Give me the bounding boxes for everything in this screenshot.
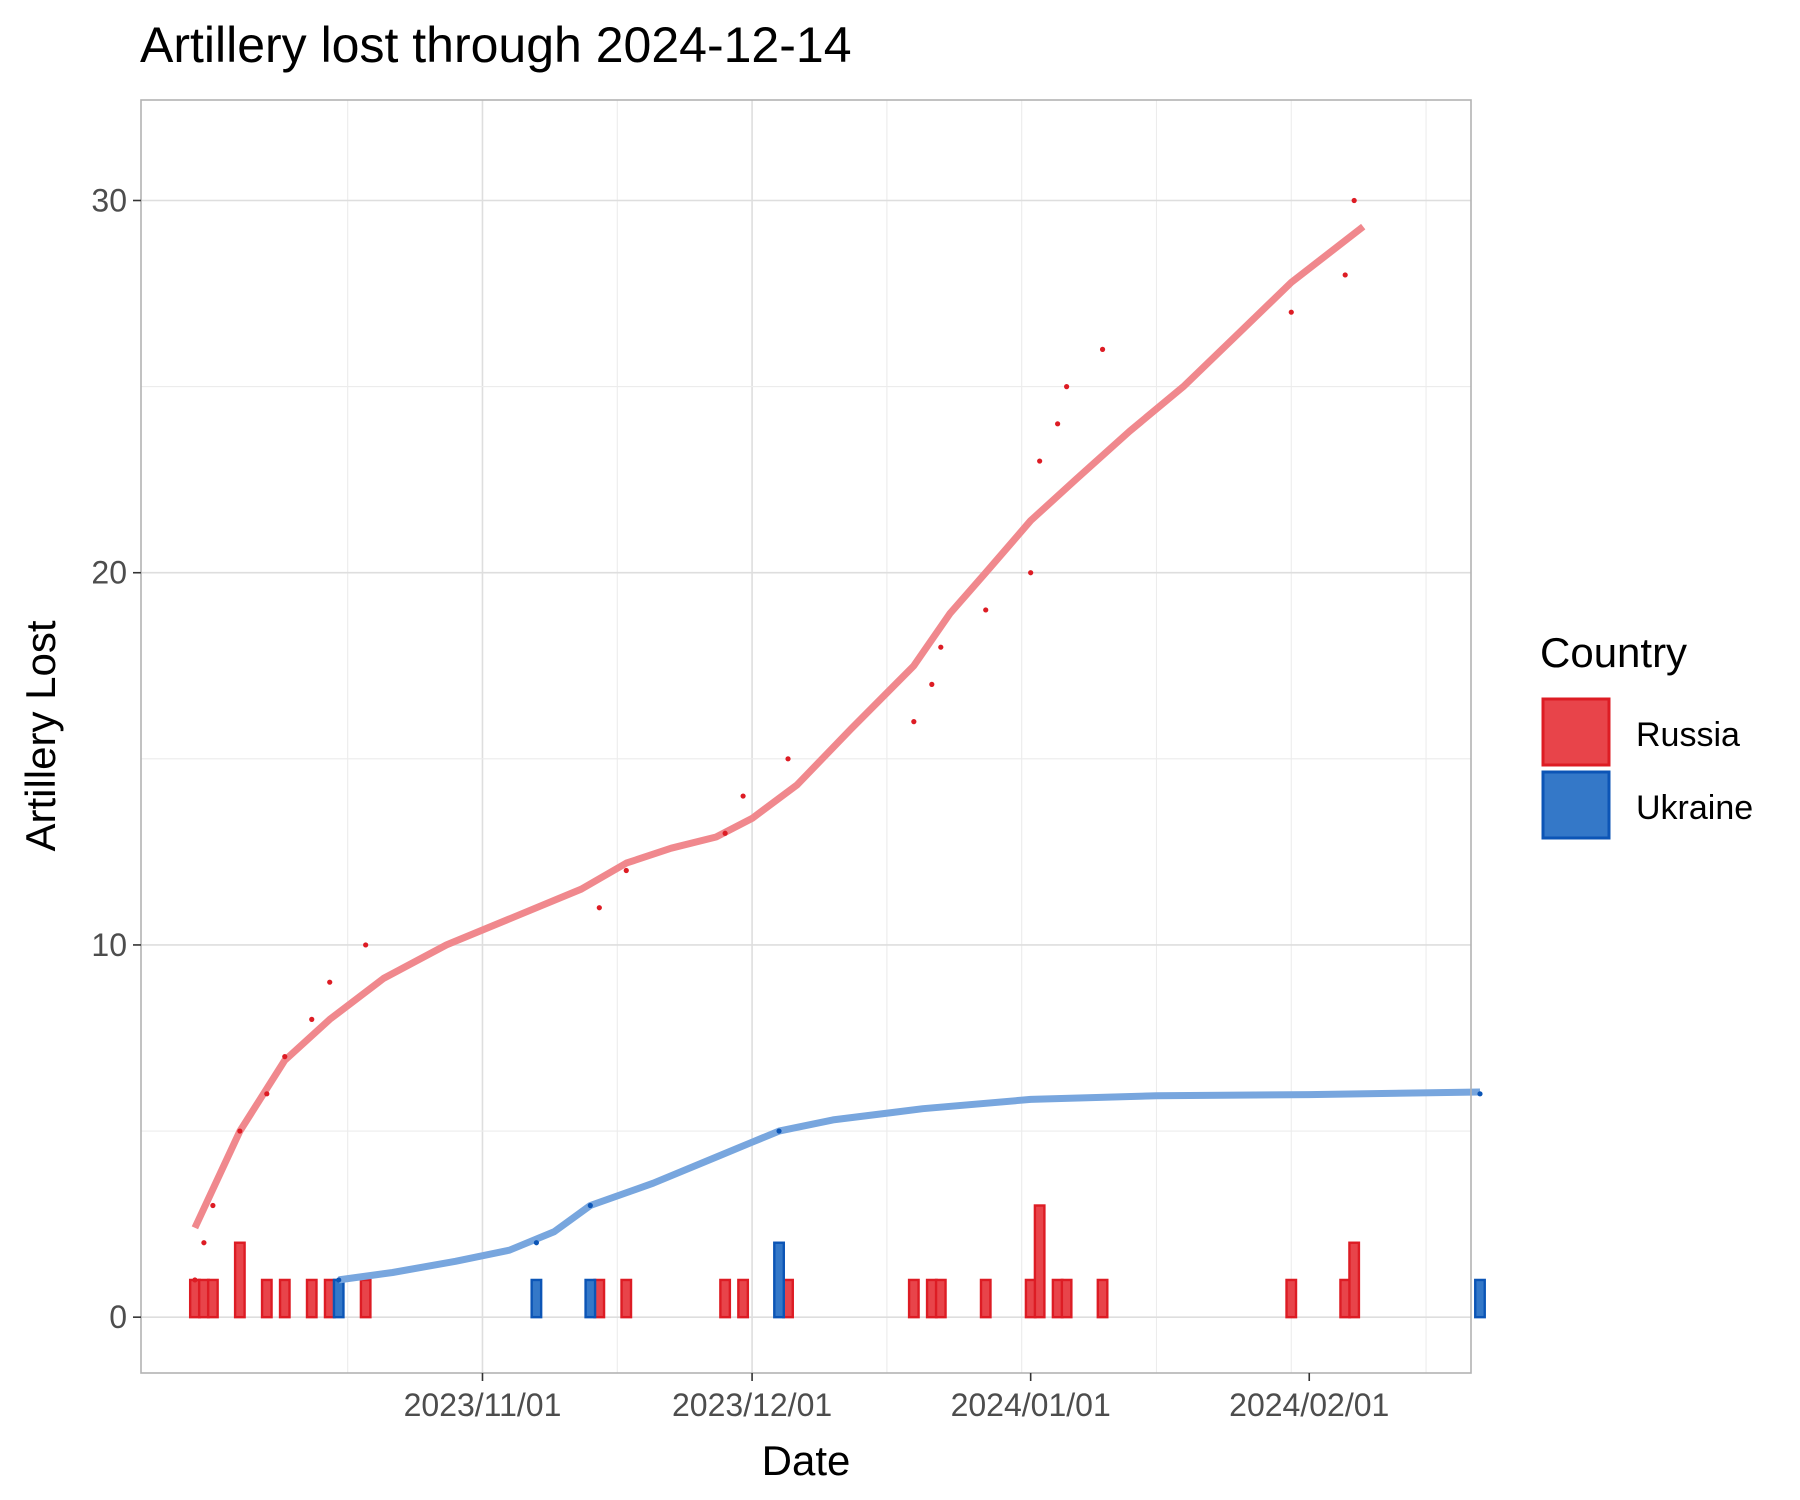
bar-russia	[1060, 1278, 1073, 1319]
point-russia	[210, 1202, 216, 1209]
point-ukraine	[587, 1202, 593, 1209]
point-russia	[1342, 272, 1348, 278]
x-tick-label: 2024/02/01	[1229, 1387, 1389, 1423]
bar-russia	[719, 1278, 732, 1319]
bar-russia	[979, 1278, 992, 1319]
bar-russia	[233, 1241, 246, 1319]
bar-russia	[206, 1278, 219, 1319]
bar-ukraine	[530, 1278, 543, 1319]
plot-panel	[140, 99, 1486, 1374]
x-tick-label: 2023/11/01	[404, 1387, 562, 1423]
bar-ukraine	[332, 1278, 345, 1319]
x-tick-label: 2023/12/01	[672, 1387, 832, 1423]
point-ukraine	[1477, 1091, 1483, 1097]
point-russia	[623, 867, 629, 874]
bar-ukraine	[584, 1278, 597, 1319]
legend-label-russia: Russia	[1636, 716, 1740, 754]
y-axis: 0 10 20 30	[91, 183, 141, 1335]
grid	[141, 100, 1471, 1373]
bar-russia	[1033, 1204, 1046, 1319]
bar-layer	[188, 1204, 1486, 1319]
bar-russia	[1348, 1241, 1361, 1319]
point-layer	[192, 197, 1483, 1283]
x-tick-label: 2024/01/01	[951, 1387, 1111, 1423]
point-russia	[264, 1091, 270, 1097]
point-russia	[1037, 458, 1043, 464]
x-axis-label: Date	[762, 1437, 851, 1484]
point-russia	[983, 607, 989, 613]
y-tick-label: 10	[91, 927, 127, 963]
point-russia	[309, 1016, 315, 1022]
point-russia	[740, 793, 746, 799]
legend-key-russia	[1541, 697, 1611, 767]
legend: Country Russia Ukraine	[1540, 629, 1753, 840]
bar-russia	[359, 1278, 372, 1319]
y-tick-label: 20	[91, 555, 127, 591]
chart-title: Artillery lost through 2024-12-14	[140, 17, 852, 73]
bar-russia	[907, 1278, 920, 1319]
x-axis: 2023/11/01 2023/12/01 2024/01/01 2024/02/01	[404, 1373, 1389, 1423]
bar-russia	[620, 1278, 633, 1319]
bar-russia	[260, 1278, 273, 1319]
point-russia	[1351, 197, 1357, 204]
point-russia	[911, 719, 917, 725]
bar-russia	[1285, 1278, 1298, 1319]
bar-russia	[305, 1278, 318, 1319]
point-russia	[1099, 346, 1106, 352]
point-ukraine	[533, 1240, 540, 1246]
smooth-line-layer	[191, 223, 1481, 1284]
point-ukraine	[336, 1277, 342, 1283]
y-tick-label: 30	[91, 183, 127, 219]
bar-russia	[278, 1278, 291, 1319]
bar-russia	[1096, 1278, 1109, 1319]
bar-russia	[737, 1278, 750, 1319]
smooth-line-russia	[191, 223, 1366, 1230]
point-russia	[1064, 384, 1070, 390]
point-russia	[1028, 570, 1034, 576]
point-ukraine	[776, 1128, 782, 1134]
point-russia	[722, 830, 728, 836]
point-russia	[1288, 309, 1294, 315]
point-russia	[938, 644, 944, 650]
point-russia	[237, 1128, 243, 1134]
point-russia	[282, 1054, 288, 1060]
point-russia	[596, 905, 602, 911]
smooth-line-ukraine	[338, 1088, 1481, 1284]
point-russia	[192, 1277, 198, 1283]
point-russia	[785, 756, 791, 762]
bar-russia	[934, 1278, 947, 1319]
legend-key-ukraine	[1541, 770, 1611, 840]
point-russia	[929, 681, 935, 687]
bar-ukraine	[773, 1241, 785, 1319]
point-russia	[201, 1240, 207, 1246]
bar-ukraine	[1474, 1278, 1486, 1319]
panel-border	[140, 99, 1472, 1374]
point-russia	[1055, 421, 1061, 427]
y-tick-label: 0	[109, 1299, 127, 1335]
point-russia	[363, 942, 369, 948]
y-axis-label: Artillery Lost	[17, 620, 64, 851]
legend-title: Country	[1540, 629, 1687, 676]
point-russia	[327, 979, 333, 985]
legend-label-ukraine: Ukraine	[1636, 789, 1753, 827]
